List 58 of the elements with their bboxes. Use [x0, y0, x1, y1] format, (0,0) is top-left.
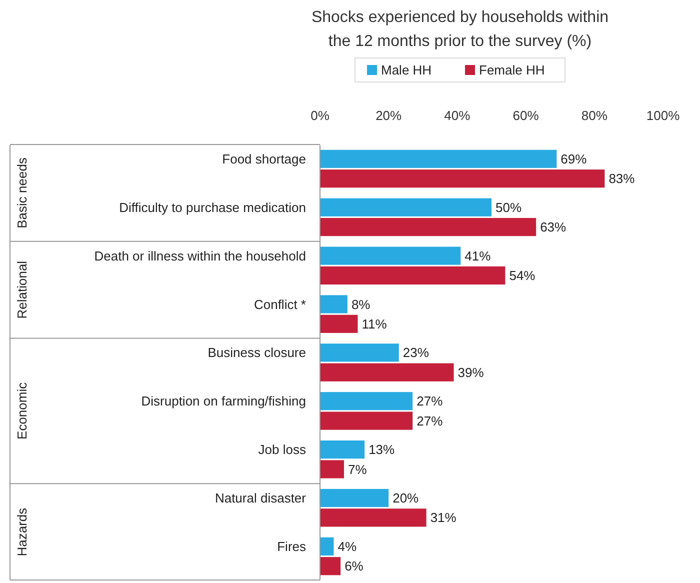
- data-label: 41%: [464, 248, 492, 264]
- data-label: 50%: [496, 200, 522, 215]
- data-label: 23%: [402, 345, 430, 360]
- bar: [320, 392, 413, 410]
- x-tick-label: 100%: [646, 108, 680, 123]
- data-label: 6%: [344, 558, 364, 574]
- data-label: 54%: [509, 268, 536, 284]
- text: Economic: [14, 382, 30, 440]
- y-tick-label: Disruption on farming/fishing: [141, 394, 306, 409]
- data-label: 39%: [458, 364, 484, 380]
- y-tick-label: Job loss: [258, 442, 306, 458]
- legend-label: Female HH: [479, 62, 545, 78]
- bar: [320, 440, 365, 459]
- bar: [320, 557, 341, 576]
- y-tick-label: Difficulty to purchase medication: [119, 200, 306, 215]
- bar: [320, 363, 454, 382]
- y-tick-label: Food shortage: [222, 151, 306, 166]
- data-label: 63%: [540, 220, 567, 235]
- data-label: 27%: [416, 394, 444, 409]
- y-tick-label: Natural disaster: [214, 490, 307, 506]
- x-tick-label: 80%: [581, 108, 608, 123]
- data-label: 7%: [348, 462, 368, 477]
- text: Basic needs: [14, 157, 30, 228]
- data-label: 20%: [392, 490, 420, 506]
- bar: [320, 150, 557, 168]
- x-tick-label: 60%: [512, 108, 540, 123]
- data-label: 27%: [416, 413, 444, 428]
- data-label: 11%: [362, 316, 388, 332]
- data-label: 8%: [351, 296, 371, 312]
- bar: [320, 266, 506, 285]
- y-tick-label: Fires: [277, 538, 306, 554]
- bar: [320, 295, 348, 314]
- y-tick-label: Conflict *: [254, 296, 306, 312]
- bar: [320, 198, 492, 216]
- bar: [320, 344, 399, 362]
- x-tick-label: 40%: [444, 108, 471, 123]
- bar: [320, 537, 334, 556]
- bar: [320, 488, 389, 508]
- bar: [320, 460, 344, 478]
- bar: [320, 170, 605, 188]
- legend-label: Male HH: [381, 62, 432, 78]
- bar: [320, 508, 426, 527]
- bar: [320, 246, 461, 265]
- chart-title: Shocks experienced by households within the 12 months prior to the survey (%): [311, 9, 609, 50]
- y-tick-label: Business closure: [208, 345, 306, 360]
- y-tick-label: Death or illness within the household: [94, 248, 306, 264]
- data-label: 83%: [608, 171, 636, 186]
- bar: [320, 218, 536, 236]
- data-label: 69%: [560, 151, 588, 166]
- text: Relational: [14, 260, 30, 319]
- data-label: 31%: [430, 510, 457, 526]
- bar: [320, 412, 413, 430]
- data-label: 4%: [338, 538, 357, 554]
- text: Hazards: [14, 507, 30, 556]
- bar: [320, 314, 358, 333]
- x-tick-label: 0%: [310, 108, 330, 123]
- x-tick-label: 20%: [376, 108, 402, 123]
- data-label: 13%: [368, 442, 396, 458]
